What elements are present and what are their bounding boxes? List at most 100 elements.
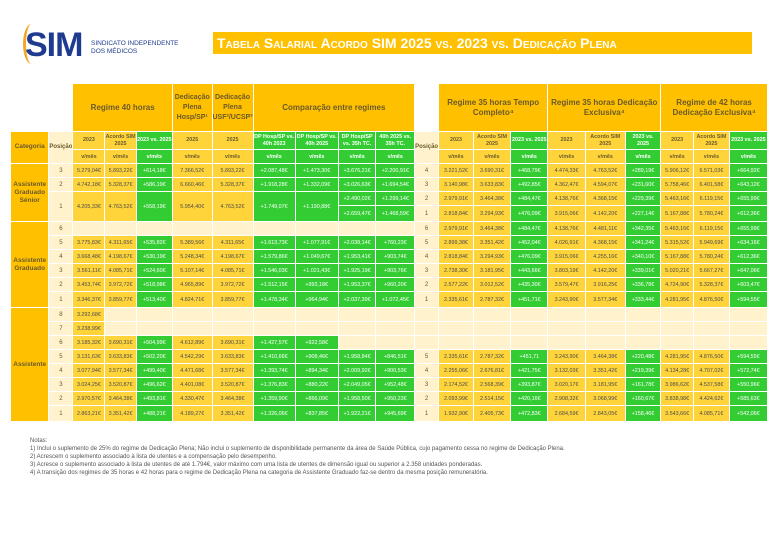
column-header: 2023 [438,131,474,150]
column-header: 2025 [211,131,254,150]
logo-arc-icon [23,24,40,64]
salary-cell: 4.537,58€ [693,377,730,392]
difference-cell: +229,39€ [624,191,662,206]
salary-cell: 3.294,93€ [472,249,512,264]
salary-cell: 3.668,48€ [72,249,106,264]
salary-cell [584,335,626,350]
logo-line-1: SINDICATO INDEPENDENTE [91,40,179,47]
difference-cell [337,221,377,236]
salary-cell: 4.824,71€ [171,291,213,308]
table-row: 4 3.077,94€ 3.577,34€ +499,40€ 4.471,68€ 3.57… [11,363,768,378]
salary-cell: 5.389,56€ [171,235,213,250]
salary-cell: 3.068,99€ [584,391,626,406]
difference-cell: +1.958,50€ [337,391,377,406]
salary-cell: 3.464,38€ [472,191,512,206]
difference-cell [375,221,416,236]
difference-cell: +1.512,15€ [252,277,296,292]
difference-cell [135,221,173,236]
difference-cell [375,321,416,336]
salary-cell: 4.424,62€ [693,391,730,406]
salary-cell: 3.292,68€ [72,307,106,322]
table-row: 2 4.742,18€ 5.328,37€ +586,19€ 6.660,46€ 5.32… [11,177,768,192]
category-label: Assistente [9,307,50,422]
difference-cell: +594,55€ [728,349,768,364]
difference-cell: +542,06€ [728,405,768,422]
salary-cell: 5.328,37€ [693,277,730,292]
salary-cell: 3.972,72€ [104,277,137,292]
salary-cell: 3.464,38€ [584,349,626,364]
position-cell: 6 [414,221,440,236]
salary-cell: 6.401,58€ [693,177,730,192]
difference-cell: +960,20€ [375,277,416,292]
difference-cell: +443,66€ [510,263,549,278]
difference-cell: +2.087,48€ [252,163,296,178]
salary-cell: 2.843,05€ [584,405,626,422]
difference-cell: +1.694,54€ [375,177,416,192]
difference-cell: +614,18€ [135,163,173,178]
difference-cell: +219,39€ [624,363,662,378]
difference-cell: +493,81€ [135,391,173,406]
difference-cell: +1.049,67€ [294,249,339,264]
difference-cell: +945,69€ [375,405,416,422]
salary-table: Regime 40 horas Dedicação Plena Hosp/SP¹ D… [9,83,768,422]
salary-cell: 5.893,22€ [211,163,254,178]
salary-cell [438,335,474,350]
position-cell: 2 [48,177,74,192]
difference-cell: +1.376,83€ [252,377,296,392]
salary-cell: 3.561,11€ [72,263,106,278]
salary-cell: 4.142,20€ [584,205,626,222]
difference-cell: +1.546,03€ [252,263,296,278]
salary-cell [171,221,213,236]
difference-cell: +535,82€ [135,235,173,250]
salary-cell: 4.362,47€ [547,177,586,192]
table-row: 5 3.131,63€ 3.633,83€ +502,20€ 4.542,29€ 3.63… [11,349,768,364]
salary-cell: 3.464,38€ [472,221,512,236]
difference-cell: +647,06€ [728,263,768,278]
salary-cell: 4.401,08€ [171,377,213,392]
difference-cell: +900,53€ [375,363,416,378]
difference-cell: +504,99€ [135,335,173,350]
group-header: Regime 40 horas [72,83,173,132]
difference-cell: +161,78€ [624,377,662,392]
salary-cell: 4.474,33€ [547,163,586,178]
position-cell: 1 [48,405,74,422]
difference-cell: +2.200,91€ [375,163,416,178]
difference-cell [728,307,768,322]
position-cell: 2 [414,391,440,406]
group-header: Dedicação Plena Hosp/SP¹ [171,83,213,132]
notes-heading: Notas: [30,438,48,444]
salary-cell: 5.020,21€ [660,263,695,278]
difference-cell: +468,79€ [510,163,549,178]
salary-cell: 3.986,62€ [660,377,695,392]
salary-cell: 6.119,15€ [693,221,730,236]
salary-cell: 3.464,38€ [211,391,254,406]
salary-cell: 3.351,42€ [472,235,512,250]
salary-cell: 2.979,91€ [438,221,474,236]
category-label: Assistente Graduado [9,221,50,308]
position-cell: 1 [414,205,440,222]
column-header: 2023 vs. 2025 [135,131,173,150]
note-3: 3) Acresce o suplemento associado à list… [30,462,483,468]
salary-cell: 4.311,65€ [104,235,137,250]
salary-cell: 3.294,93€ [472,205,512,222]
difference-cell: +336,78€ [624,277,662,292]
salary-cell: 5.167,88€ [660,205,695,222]
page-title: Tabela Salarial Acordo SIM 2025 vs. 2023… [213,32,752,54]
table-row: Assistente Graduado Sénior 3 5.279,04€ 5.89… [9,163,768,222]
salary-cell: 3.024,25€ [72,377,106,392]
salary-cell [472,335,512,350]
salary-cell [693,335,730,350]
difference-cell: +1.953,41€ [337,249,377,264]
difference-cell: +342,35€ [624,221,662,236]
position-cell: 5 [414,349,440,364]
column-header: DP Hosp/SP vs. 35h TC. [337,131,377,150]
difference-cell [294,221,339,236]
difference-cell: +1.072,45€ [375,291,416,308]
salary-cell: 4.481,11€ [584,221,626,236]
table-row: 1 4.205,33€ 4.763,52€ +558,19€ 5.954,40€ 4.76… [11,191,768,222]
salary-cell [171,307,213,322]
difference-cell: +1.922,21€ [337,405,377,422]
salary-cell [438,321,474,336]
difference-cell [728,335,768,350]
table-row: 3 3.024,25€ 3.520,87€ +496,62€ 4.401,08€ 3.52… [11,377,768,392]
